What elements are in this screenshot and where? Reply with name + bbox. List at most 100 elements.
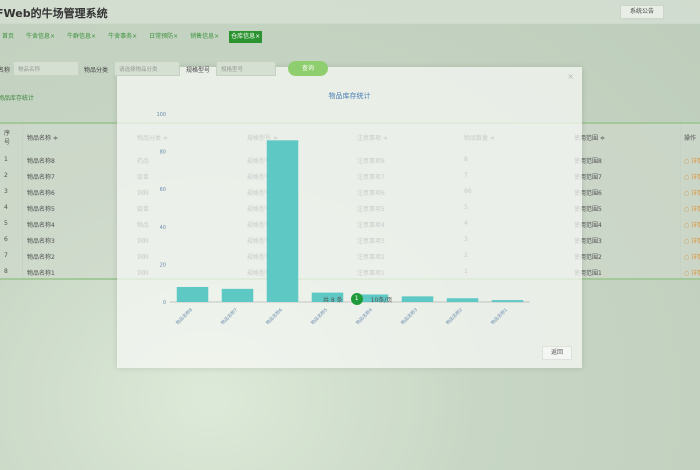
detail-icon: ○ [684,238,692,245]
app-title: FWeb的牛场管理系统 [0,7,108,20]
x-tick-label: 物品名称6 [264,306,284,326]
query-button[interactable]: 查询 [288,61,328,76]
table-cell: 物品名称1 [27,270,55,277]
stat-modal: × 物品库存统计 0 20 40 60 80 100 物品名称8 物品名称7 物品名称6 物品名称… [117,67,582,368]
name-label: 名称 [0,67,11,74]
close-icon[interactable]: × [567,72,574,81]
column-header: 操作 [684,135,697,142]
tab-warehouse[interactable]: 仓库信息× [229,31,263,43]
detail-button[interactable]: ○ 详情 [684,236,700,245]
spec-input[interactable]: 规格型号 [216,61,276,76]
detail-icon: ○ [684,270,692,277]
tab-affairs[interactable]: 牛舍事务× [108,33,138,40]
name-input[interactable]: 物品名称 [13,61,79,76]
category-select[interactable]: 请选择物品分类 [114,61,180,76]
y-tick-label: 40 [160,225,166,231]
back-button[interactable]: 返回 [542,346,572,360]
tab-prevention[interactable]: 日常预防× [149,33,179,40]
detail-label: 详情 [691,222,700,229]
table-cell: 2 [4,172,8,179]
detail-button[interactable]: ○ 详情 [684,188,700,197]
table-cell: 物品名称3 [27,238,55,245]
table-cell: 物品名称2 [27,254,55,261]
x-tick-label: 物品名称8 [174,306,194,326]
detail-button[interactable]: ○ 详情 [684,252,700,261]
table-cell: 物品名称6 [27,190,55,197]
detail-button[interactable]: ○ 详情 [684,204,700,213]
page-1[interactable]: 1 [350,293,363,305]
notice-button[interactable]: 系统公告 [620,5,664,19]
table-cell: 3 [4,188,8,195]
bar[interactable] [311,292,344,302]
table-cell: 物品名称8 [27,158,55,165]
column-header[interactable]: 物品名称 ≑ [27,135,58,142]
search-bar: 名称 物品名称 物品分类 请选择物品分类 规格型号 规格型号 查询 [0,61,700,77]
y-tick-label: 80 [160,150,166,156]
table-cell: 使用范围4 [574,222,602,229]
table-cell: 物品名称4 [27,222,55,229]
page-size-select[interactable]: 10条/页 [370,296,393,304]
table-cell: 1 [4,156,8,163]
table-cell: 使用范围5 [574,206,602,213]
modal-title: 物品库存统计 [328,92,371,100]
table-cell: 物品名称7 [27,174,55,181]
spec-label: 规格型号 [186,67,211,74]
table-cell: 7 [4,252,8,259]
y-tick-label: 0 [163,300,166,306]
column-header[interactable]: 使用范围 ≑ [574,135,605,142]
detail-label: 详情 [691,206,700,213]
category-label: 物品分类 [84,67,109,74]
tab-herd[interactable]: 牛群信息× [67,33,97,40]
bar[interactable] [266,140,299,302]
tab-bar: 首页 牛舍信息× 牛群信息× 牛舍事务× 日常预防× 销售信息× 仓库信息× [0,31,263,43]
x-tick-label: 物品名称4 [354,306,374,326]
detail-icon: ○ [684,190,692,197]
table-cell: 6 [4,236,8,243]
tab-sales[interactable]: 销售信息× [190,33,220,40]
detail-icon: ○ [684,206,692,213]
x-tick-label: 物品名称2 [444,306,464,326]
detail-icon: ○ [684,254,692,261]
table-cell: 5 [4,220,8,227]
y-tick-label: 60 [160,187,166,193]
bar[interactable] [356,294,389,302]
table-cell: 物品名称5 [27,206,55,213]
detail-icon: ○ [684,222,692,229]
table-cell: 8 [4,268,8,275]
detail-label: 详情 [691,190,700,197]
x-tick-label: 物品名称1 [489,306,509,326]
detail-icon: ○ [684,158,692,165]
x-tick-label: 物品名称7 [219,306,239,326]
table-cell: 使用范围8 [574,158,602,165]
bar[interactable] [446,298,479,302]
y-tick-label: 20 [160,262,166,268]
table-cell: 使用范围1 [574,270,602,277]
total-count: 共 8 条 [323,296,343,304]
column-header: 序号 [4,130,11,146]
detail-button[interactable]: ○ 详情 [684,220,700,229]
table-cell: 使用范围6 [574,190,602,197]
y-tick-label: 100 [156,112,166,118]
bar[interactable] [221,288,254,302]
table-cell: 使用范围2 [574,254,602,261]
table-cell: 使用范围7 [574,174,602,181]
detail-label: 详情 [691,174,700,181]
tab-home[interactable]: 首页 [2,33,15,40]
bar[interactable] [401,296,434,302]
bar[interactable] [176,286,209,302]
detail-button[interactable]: ○ 详情 [684,156,700,165]
detail-button[interactable]: ○ 详情 [684,268,700,277]
table-cell: 4 [4,204,8,211]
detail-label: 详情 [691,270,700,277]
stock-stat-button[interactable]: 物品库存统计 [0,95,35,102]
detail-icon: ○ [684,174,692,181]
x-tick-label: 物品名称5 [309,306,329,326]
detail-button[interactable]: ○ 详情 [684,172,700,181]
detail-label: 详情 [691,254,700,261]
detail-label: 详情 [691,238,700,245]
pagination: 共 8 条 1 10条/页 [323,293,392,305]
bar[interactable] [491,300,524,302]
x-tick-label: 物品名称3 [399,306,419,326]
bar-chart: 0 20 40 60 80 100 物品名称8 物品名称7 物品名称6 物品名称5 物品名称4 物品名… [156,112,530,326]
tab-barn[interactable]: 牛舍信息× [26,33,56,40]
